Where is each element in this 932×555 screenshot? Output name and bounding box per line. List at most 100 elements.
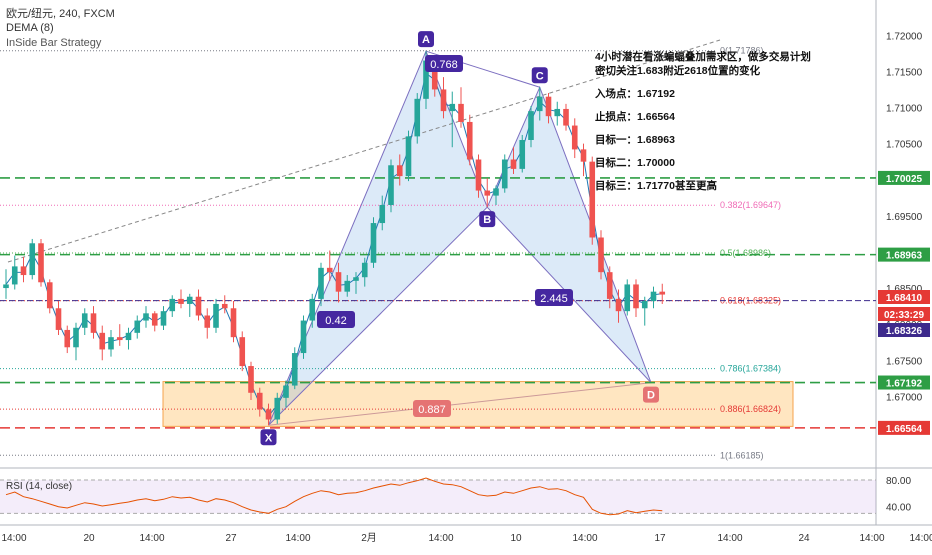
- candle-body: [563, 108, 569, 126]
- point-label-box: [643, 386, 659, 403]
- candle-body: [291, 353, 298, 386]
- x-tick-label: 27: [225, 533, 237, 544]
- plan-entry: 入场点：1.67192: [595, 88, 675, 100]
- candle-body: [501, 159, 508, 189]
- price-tag: [878, 290, 930, 304]
- candle-body: [458, 103, 464, 122]
- ratio-label-0: 0.768: [430, 59, 458, 71]
- candle-body: [81, 313, 88, 328]
- x-tick-label: 14:00: [572, 533, 597, 544]
- price-tag-label-1: 1.68963: [886, 251, 923, 262]
- point-label-C: C: [536, 70, 544, 82]
- candle-body: [379, 205, 386, 224]
- candle-body: [449, 103, 456, 112]
- candle-body: [493, 188, 499, 196]
- price-tag-label-2: 1.67192: [886, 379, 923, 390]
- candle-body: [125, 332, 132, 341]
- candle-body: [195, 296, 202, 316]
- candle-body: [405, 136, 412, 177]
- ratio-box: [413, 400, 451, 417]
- candle-body: [466, 121, 473, 160]
- candle-body: [335, 272, 342, 292]
- fib-label-5: 0.886(1.66824): [720, 404, 781, 414]
- candle-body: [204, 315, 211, 328]
- price-tag: [878, 323, 930, 337]
- x-tick-label: 14:00: [1, 533, 26, 544]
- point-label-X: X: [265, 432, 273, 444]
- candle-body: [370, 223, 377, 263]
- candle-body: [510, 159, 517, 169]
- point-label-box: [531, 67, 548, 84]
- fib-label-4: 0.786(1.67384): [720, 364, 781, 374]
- candle-body: [20, 266, 27, 276]
- candle-body: [484, 190, 491, 196]
- price-tag: [878, 375, 930, 390]
- trade-plan-note: 4小时潜在看涨蝙蝠叠加需求区，做多交易计划 密切关注1.683附近2618位置的…: [595, 50, 811, 193]
- candle-body: [300, 320, 307, 354]
- ratio-box: [535, 289, 573, 306]
- candle-body: [414, 98, 421, 137]
- candle-body: [326, 267, 333, 273]
- rsi-tick-label: 40.00: [886, 503, 911, 514]
- y-tick-label: 1.72000: [886, 31, 923, 42]
- x-tick-label: 14:00: [717, 533, 742, 544]
- ratio-label-2: 2.445: [540, 293, 568, 305]
- price-tag-label-0: 1.70025: [886, 174, 923, 185]
- candle-body: [353, 277, 359, 281]
- candle-body: [90, 313, 97, 333]
- candle-body: [361, 262, 368, 278]
- fib-label-6: 1(1.66185): [720, 450, 764, 460]
- price-tag: [878, 247, 930, 262]
- price-tag: [878, 420, 930, 435]
- candle-body: [545, 96, 552, 117]
- candle-body: [554, 108, 561, 117]
- ratio-label-3: 0.887: [418, 404, 446, 416]
- candle-body: [388, 165, 394, 205]
- candle-body: [11, 266, 18, 285]
- x-tick-label: 17: [654, 533, 666, 544]
- rsi-band: [0, 480, 876, 514]
- point-label-A: A: [422, 34, 430, 46]
- point-label-box: [479, 211, 496, 228]
- candle-body: [606, 272, 613, 299]
- candle-body: [256, 392, 263, 410]
- price-tag-label-6: 1.68326: [886, 326, 923, 337]
- price-tag: [878, 307, 930, 321]
- candle-body: [519, 140, 526, 169]
- candle-body: [589, 161, 596, 238]
- rsi-legend: RSI (14, close): [6, 481, 72, 492]
- plan-target-2: 目标二：1.70000: [595, 157, 675, 169]
- candle-body: [624, 284, 631, 312]
- point-label-box: [260, 429, 277, 446]
- candle-body: [73, 327, 79, 348]
- candle-body: [344, 280, 351, 292]
- fib-label-2: 0.5(1.68986): [720, 248, 771, 258]
- pattern-xd-line: [268, 382, 652, 426]
- ratio-label-1: 0.42: [325, 315, 346, 327]
- y-tick-label: 1.67000: [886, 392, 923, 403]
- point-label-box: [418, 31, 434, 48]
- plan-stop: 止损点：1.66564: [595, 111, 675, 123]
- candle-body: [431, 60, 438, 90]
- x-tick-label: 20: [83, 533, 95, 544]
- candle-body: [536, 96, 543, 112]
- ratio-box: [317, 311, 355, 328]
- candle-body: [46, 282, 53, 309]
- price-tag: [878, 170, 930, 185]
- x-tick-label: 14:00: [428, 533, 453, 544]
- candle-body: [248, 366, 254, 393]
- candle-body: [169, 298, 176, 312]
- plan-line-1: 4小时潜在看涨蝙蝠叠加需求区，做多交易计划: [595, 51, 811, 63]
- x-tick-label: 14:00: [909, 533, 932, 544]
- strategy-legend: InSide Bar Strategy: [6, 37, 102, 49]
- candle-body: [571, 125, 578, 150]
- symbol-legend: 欧元/纽元, 240, FXCM: [6, 8, 115, 20]
- candle-body: [598, 237, 604, 273]
- x-tick-label: 14:00: [285, 533, 310, 544]
- candle-body: [659, 291, 666, 295]
- x-tick-label: 14:00: [139, 533, 164, 544]
- candle-body: [641, 301, 648, 309]
- candle-body: [230, 308, 237, 338]
- rsi-tick-label: 80.00: [886, 476, 911, 487]
